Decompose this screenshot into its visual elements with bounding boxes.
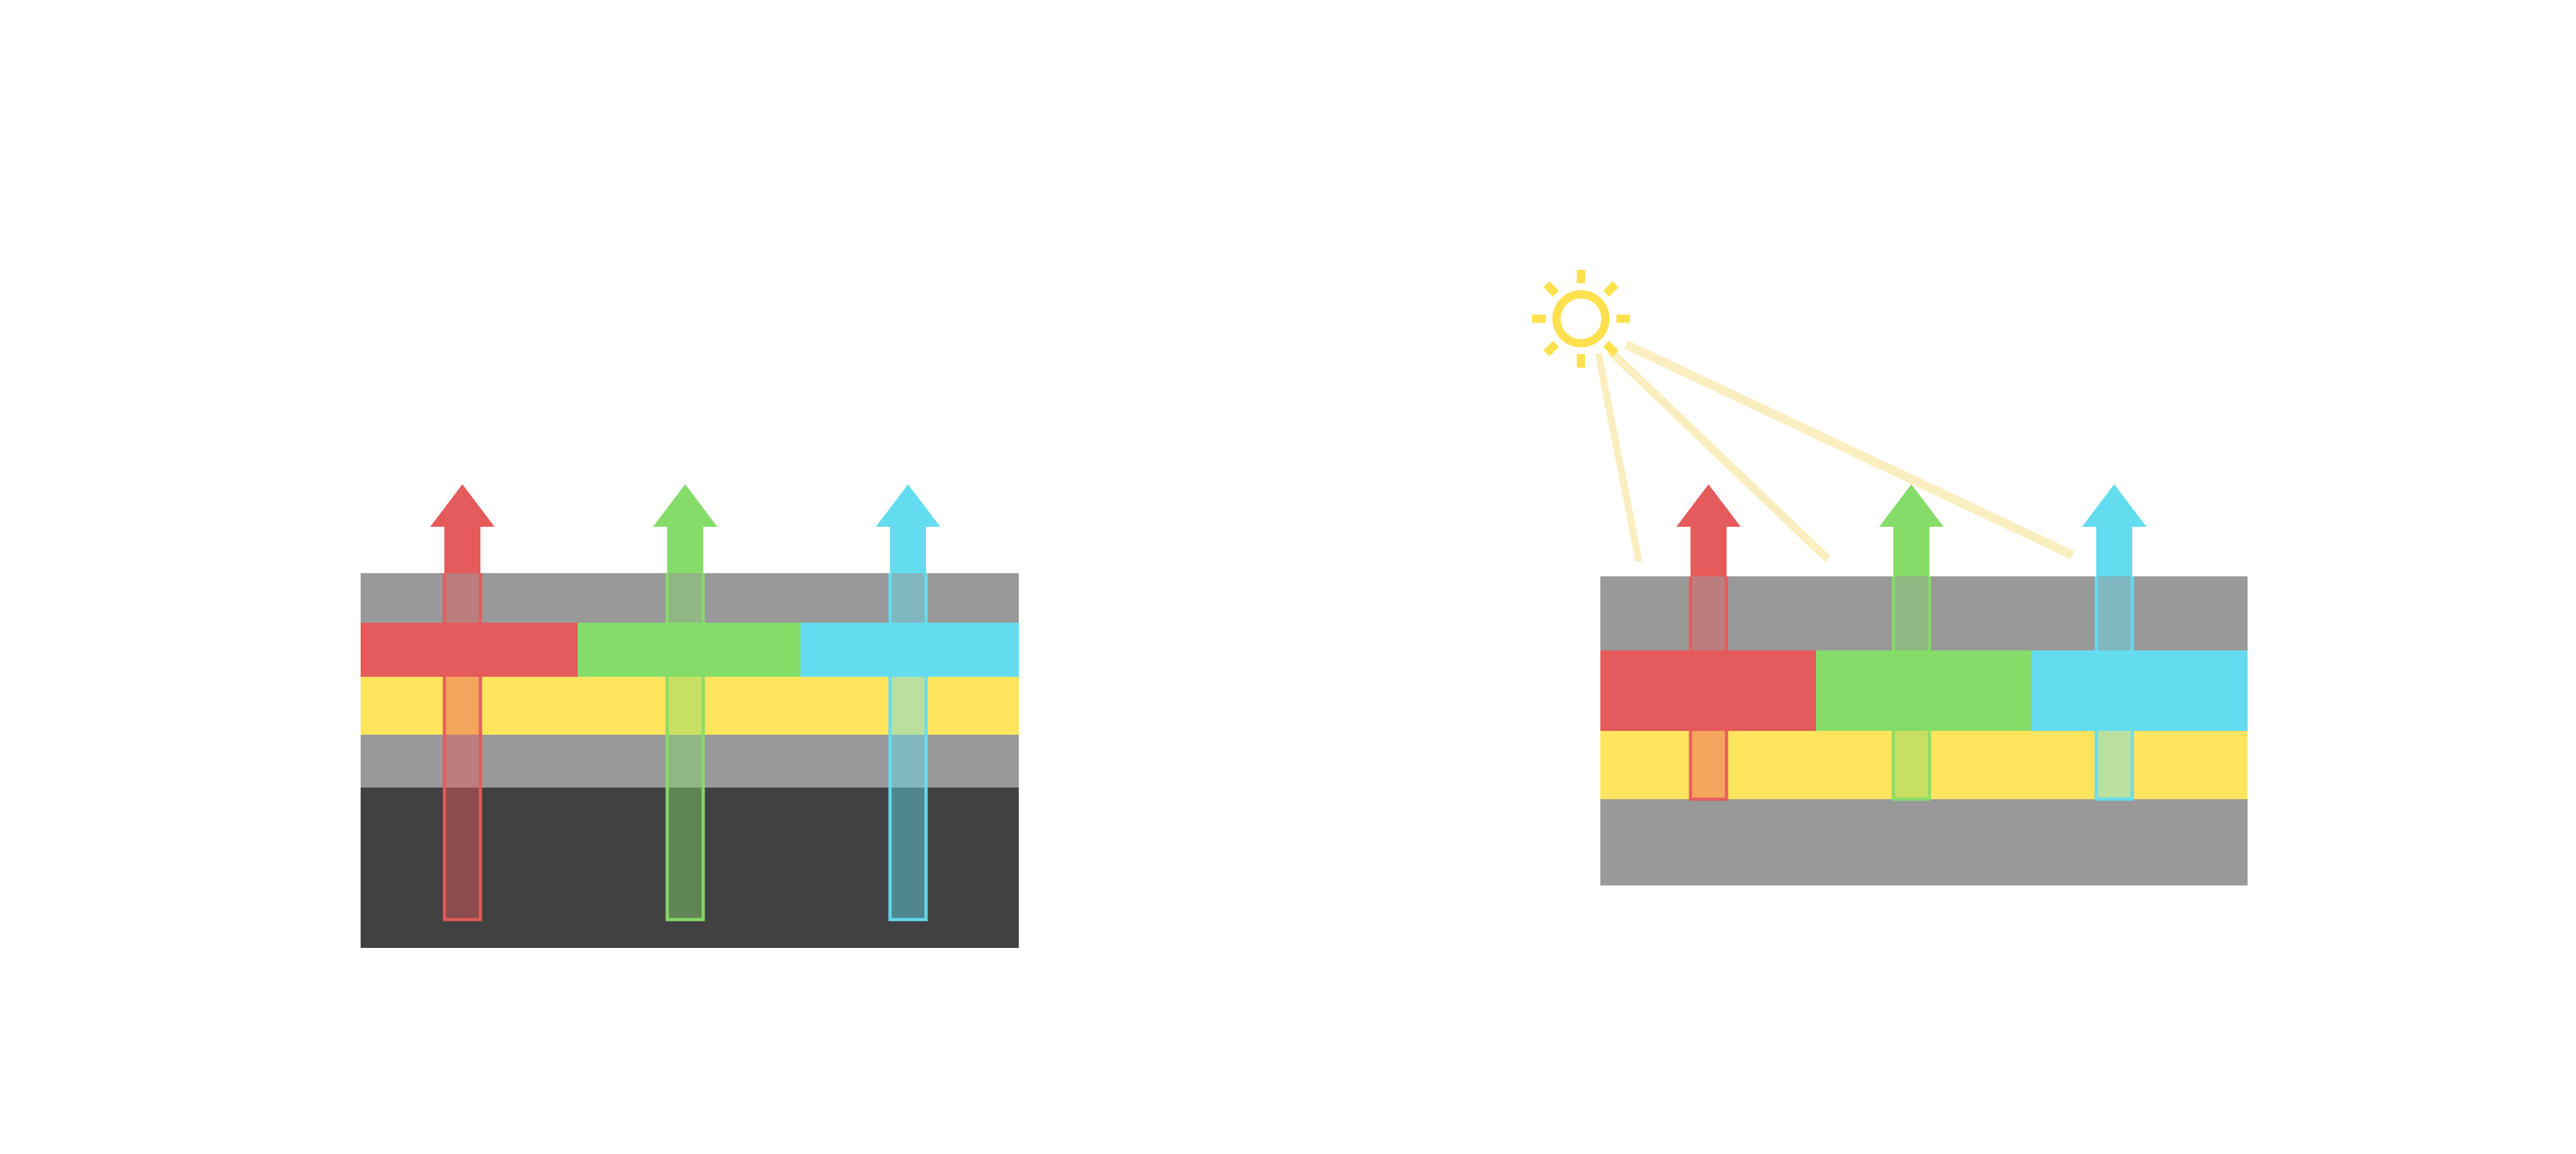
- light-ray-1: [1595, 352, 1643, 563]
- green-emission-arrow-body-inside: [1891, 576, 1931, 801]
- transport-layer: [1600, 799, 2248, 885]
- red-emission-arrow-body: [430, 484, 495, 573]
- blue-emission-arrow-body: [2082, 484, 2146, 576]
- green-emission-arrow-body: [653, 484, 717, 573]
- sun-ray-5: [1543, 341, 1559, 357]
- red-emission-arrow-body: [1676, 484, 1741, 576]
- transport-layer: [361, 735, 1019, 788]
- sun-ray-1: [1603, 281, 1619, 297]
- red-filter: [361, 623, 578, 677]
- arrows-above-stack: [430, 484, 940, 573]
- green-filter: [578, 623, 800, 677]
- red-emission-arrow-translucent: [1689, 576, 1728, 801]
- green-filter: [1816, 650, 2032, 731]
- blue-emission-arrow-translucent: [2094, 576, 2134, 801]
- red-filter: [1600, 650, 1816, 731]
- red-emission-arrow-solid: [1676, 484, 1741, 576]
- red-emission-arrow-body-inside: [1689, 576, 1728, 801]
- blue-emission-arrow-body-inside: [2094, 576, 2134, 801]
- sun-icon: [1532, 270, 1630, 368]
- panels-root: [361, 270, 2248, 948]
- blue-emission-arrow-body-inside: [888, 573, 928, 922]
- green-emission-arrow-translucent: [1891, 576, 1931, 801]
- blue-filter: [2032, 650, 2248, 731]
- light-ray-2: [1607, 348, 1831, 562]
- light-ray-3: [1624, 340, 2074, 560]
- illuminated-device: [1532, 270, 2248, 885]
- layer-stack: [1600, 576, 2248, 885]
- arrows-inside-stack: [1689, 576, 2134, 801]
- top-electrode: [361, 573, 1019, 623]
- red-emission-arrow-solid: [430, 484, 495, 573]
- blue-emission-arrow-solid: [2082, 484, 2146, 576]
- emissive-layer: [1600, 731, 2248, 799]
- emissive-layer: [361, 677, 1019, 735]
- blue-emission-arrow-translucent: [888, 573, 928, 922]
- green-emission-arrow-solid: [1879, 484, 1944, 576]
- top-electrode: [1600, 576, 2248, 650]
- arrows-inside-stack: [442, 573, 928, 922]
- blue-emission-arrow-body: [876, 484, 940, 573]
- blue-filter: [800, 623, 1019, 677]
- green-emission-arrow-solid: [653, 484, 717, 573]
- sun-ray-7: [1543, 281, 1559, 297]
- blue-emission-arrow-solid: [876, 484, 940, 573]
- light-rays: [1595, 340, 2074, 563]
- green-emission-arrow-body-inside: [665, 573, 705, 922]
- red-emission-arrow-body-inside: [442, 573, 482, 922]
- sun-ring: [1552, 290, 1610, 348]
- red-emission-arrow-translucent: [442, 573, 482, 922]
- emission-only-device: [361, 484, 1019, 948]
- arrows-above-stack: [1676, 484, 2146, 576]
- green-emission-arrow-translucent: [665, 573, 705, 922]
- sun-ray-3: [1603, 341, 1619, 357]
- green-emission-arrow-body: [1879, 484, 1944, 576]
